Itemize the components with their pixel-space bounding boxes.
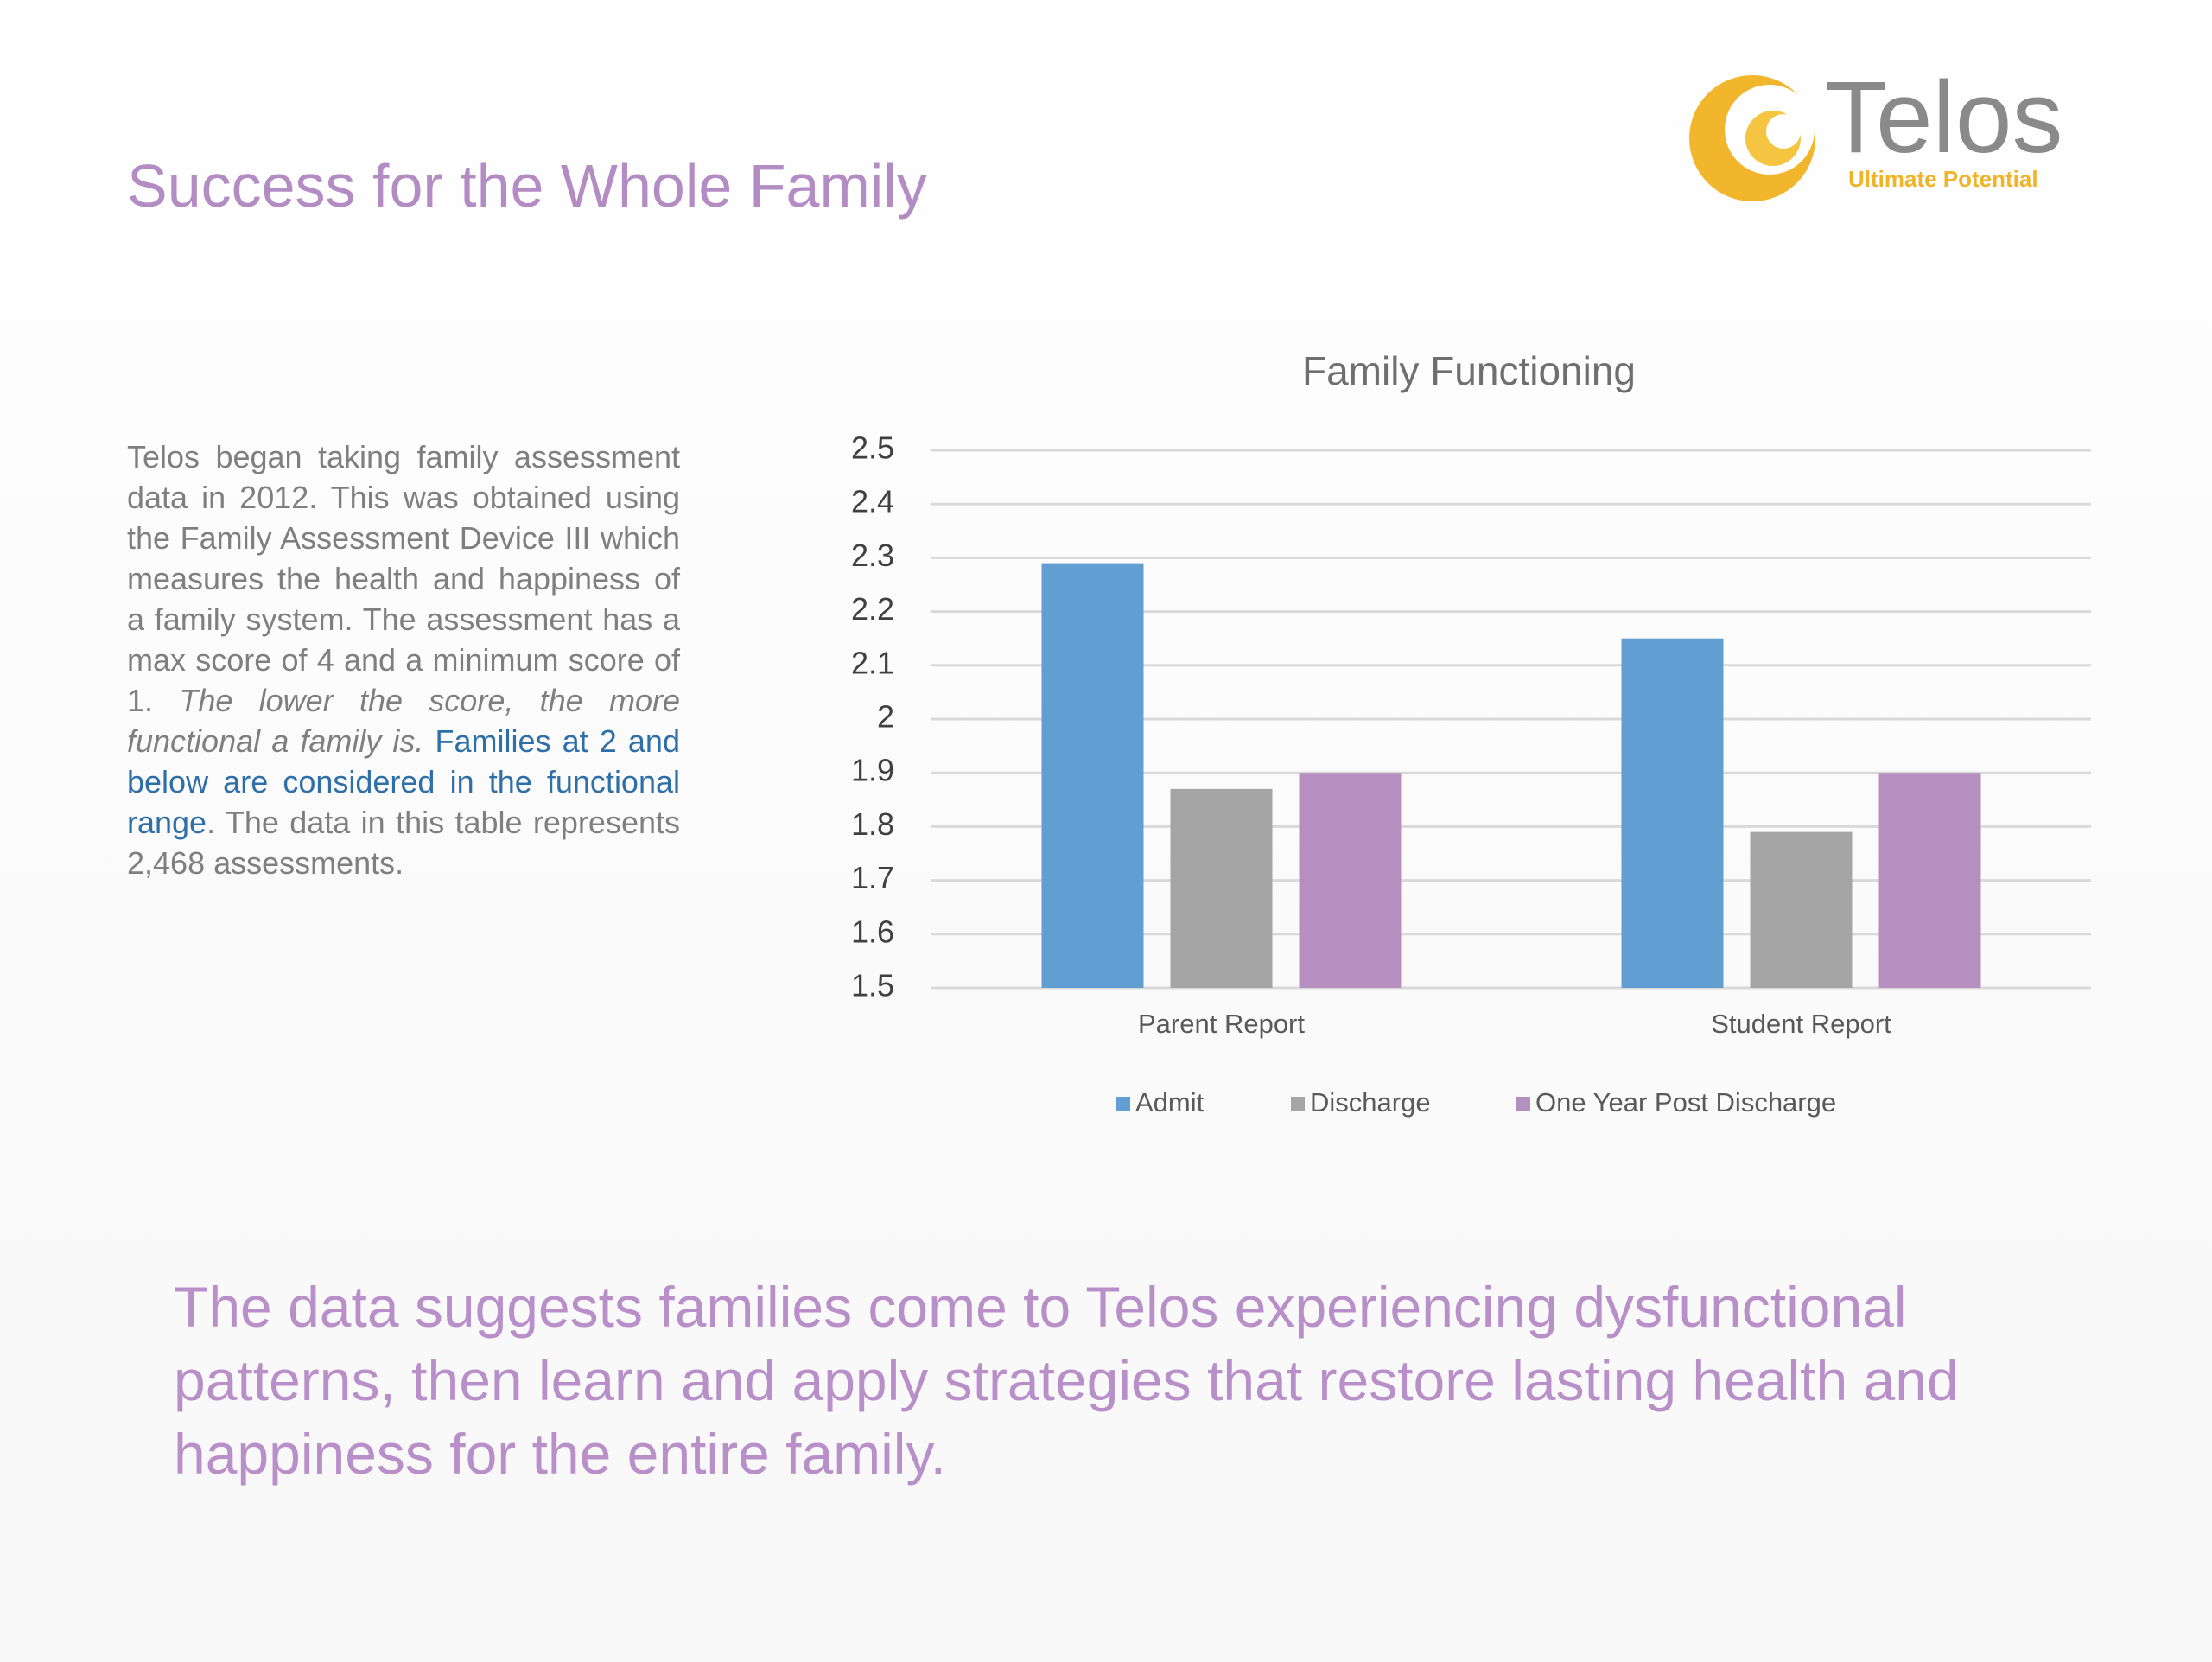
y-tick-label: 1.8 [851, 806, 894, 842]
y-tick-label: 2.5 [851, 430, 894, 466]
legend-label: One Year Post Discharge [1535, 1087, 1836, 1118]
y-tick-label: 1.9 [851, 753, 894, 788]
legend-label: Admit [1135, 1087, 1205, 1118]
bar [1041, 563, 1144, 988]
logo: Telos Ultimate Potential [1689, 60, 2063, 201]
legend-swatch [1116, 1097, 1130, 1111]
conclusion-line: happiness for the entire family. [174, 1422, 946, 1486]
y-tick-label: 1.6 [851, 914, 894, 949]
slide-title: Success for the Whole Family [127, 152, 927, 220]
body-emphasis: The lower the score, the more functional… [127, 683, 680, 759]
legend-label: Discharge [1310, 1087, 1431, 1118]
legend-swatch [1291, 1097, 1305, 1111]
conclusion: The data suggests families come to Telos… [174, 1270, 1959, 1491]
x-tick-label: Parent Report [1138, 1009, 1305, 1039]
legend-swatch [1516, 1097, 1530, 1111]
conclusion-line: The data suggests families come to Telos… [174, 1275, 1907, 1339]
body-text: Telos began taking family assessment dat… [127, 436, 680, 883]
body-closing: The data in this table represents 2,468 … [127, 805, 680, 881]
x-tick-label: Student Report [1711, 1009, 1891, 1039]
y-tick-label: 2.3 [851, 538, 894, 573]
y-tick-label: 2 [877, 699, 894, 735]
bar [1621, 638, 1724, 988]
y-tick-label: 1.5 [851, 968, 894, 1003]
body-intro: Telos began taking family assessment dat… [127, 439, 680, 718]
conclusion-line: patterns, then learn and apply strategie… [174, 1348, 1959, 1412]
body-period: . [207, 805, 216, 840]
bar [1170, 788, 1273, 988]
y-tick-label: 2.2 [851, 591, 894, 627]
y-tick-label: 2.4 [851, 484, 894, 519]
y-tick-label: 1.7 [851, 860, 894, 895]
chart-title: Family Functioning [1302, 348, 1636, 393]
logo-tagline: Ultimate Potential [1848, 166, 2038, 192]
bar [1299, 773, 1402, 988]
logo-name: Telos [1825, 60, 2063, 175]
body-highlight: Families at 2 and below are considered i… [127, 723, 680, 840]
y-tick-label: 2.1 [851, 645, 894, 680]
bar [1878, 773, 1981, 988]
bar [1750, 831, 1853, 988]
logo-center [1766, 114, 1801, 149]
